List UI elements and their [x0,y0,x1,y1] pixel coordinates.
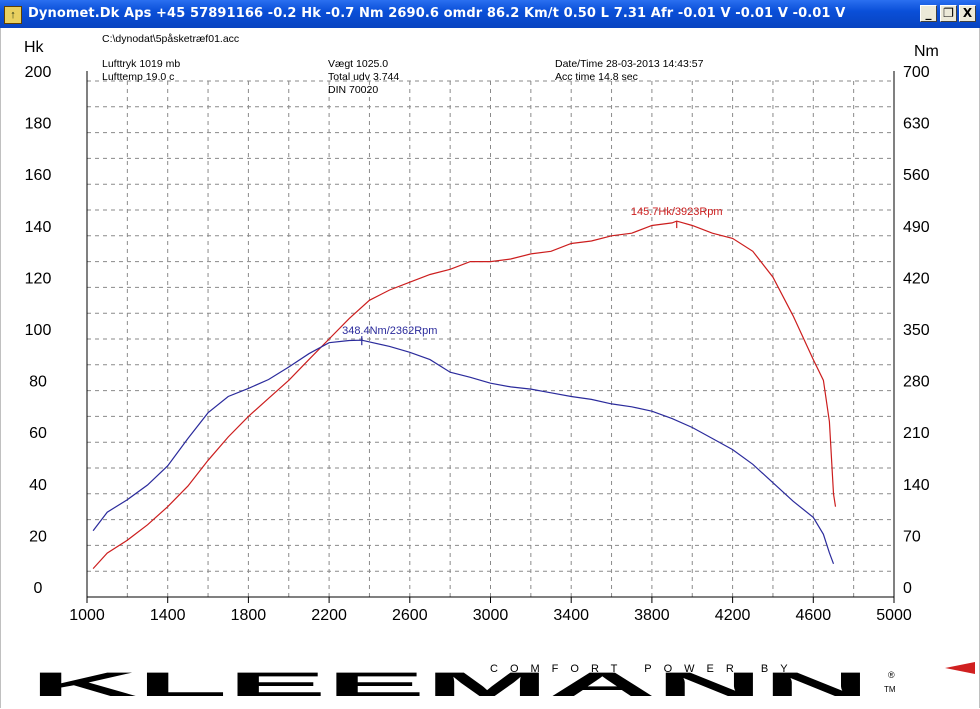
info-vaegt: Vægt 1025.0 [328,58,388,70]
y-left-tick-label: 60 [29,425,47,442]
y-right-tick-label: 280 [903,374,930,391]
y-right-tick-label: 210 [903,425,930,442]
y-left-tick-label: 40 [29,477,47,494]
y-right-tick-label: 490 [903,219,930,236]
y-left-axis-label: Hk [24,39,45,56]
info-total-udv: Total udv 3.744 [328,71,399,83]
y-right-tick-label: 0 [903,580,912,597]
y-right-tick-label: 70 [903,528,921,545]
dyno-chart: 1000 1400 1800 2200 2600 3000 3400 3800 4200 4600… [24,33,939,624]
y-left-tick-label: 120 [25,270,52,287]
y-left-tick-label: 160 [25,167,52,184]
x-tick-label: 3400 [553,607,589,624]
close-button[interactable]: X [959,5,976,22]
peak-markers: 145.7Hk/3923Rpm 348.4Nm/2362Rpm [342,206,723,346]
torque-peak-label: 348.4Nm/2362Rpm [342,325,437,337]
y-left-tick-label: 0 [34,580,43,597]
info-lufttryk: Lufttryk 1019 mb [102,58,180,70]
kleemann-logo: COMFORT POWER BY KLEEMANN ® TM [30,662,975,704]
power-peak-label: 145.7Hk/3923Rpm [631,206,723,218]
x-tick-label: 1800 [231,607,267,624]
y-left-tick-label: 100 [25,322,52,339]
logo-brand: KLEEMANN [30,666,870,704]
info-lufttemp: Lufttemp 19.0 c [102,71,174,83]
y-left-tick-label: 140 [25,219,52,236]
x-tick-label: 1000 [69,607,105,624]
chart-series [92,220,837,570]
logo-tagline: COMFORT POWER BY [490,663,800,675]
x-tick-label: 3800 [634,607,670,624]
y-right-tick-label: 630 [903,116,930,133]
maximize-button[interactable]: ❐ [940,5,957,22]
logo-tm: TM [884,685,896,694]
y-right-tick-label: 140 [903,477,930,494]
x-tick-label: 4200 [715,607,751,624]
y-left-tick-labels: 0 20 40 60 80 100 120 140 160 180 200 [25,64,52,597]
x-tick-label: 2200 [311,607,347,624]
y-right-tick-label: 700 [903,64,930,81]
x-tick-label: 1400 [150,607,186,624]
info-din: DIN 70020 [328,84,378,96]
y-left-tick-label: 80 [29,374,47,391]
y-right-axis-label: Nm [914,43,939,60]
chart-grid [86,80,895,597]
y-right-tick-labels: 0 70 140 210 280 350 420 490 560 630 700 [903,64,930,597]
y-right-tick-label: 560 [903,167,930,184]
chart-axes [86,71,895,598]
info-datetime: Date/Time 28-03-2013 14:43:57 [555,58,704,70]
y-left-tick-label: 200 [25,64,52,81]
window-title: Dynomet.Dk Aps +45 57891166 -0.2 Hk -0.7… [28,6,846,21]
x-tick-label: 5000 [876,607,912,624]
x-tick-labels: 1000 1400 1800 2200 2600 3000 3400 3800 4200 4600… [69,597,912,624]
x-tick-label: 4600 [796,607,832,624]
file-path: C:\dynodat\5påsketræf01.acc [102,33,239,45]
logo-registered: ® [888,670,895,680]
x-tick-label: 2600 [392,607,428,624]
y-left-tick-label: 180 [25,116,52,133]
window-titlebar[interactable]: ↑ Dynomet.Dk Aps +45 57891166 -0.2 Hk -0… [0,0,980,28]
minimize-button[interactable]: _ [920,5,937,22]
y-right-tick-label: 420 [903,270,930,287]
info-acctime: Acc time 14.8 sec [555,71,638,83]
y-left-tick-label: 20 [29,528,47,545]
x-tick-label: 3000 [473,607,509,624]
power-curve [92,220,837,570]
logo-red-mark [945,662,975,674]
torque-curve [92,339,835,565]
app-icon: ↑ [4,6,22,24]
y-right-tick-label: 350 [903,322,930,339]
